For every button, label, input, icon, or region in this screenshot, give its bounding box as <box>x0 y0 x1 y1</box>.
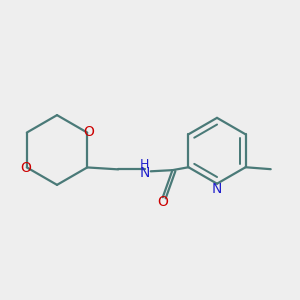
Text: N: N <box>212 182 222 196</box>
Text: H: H <box>140 158 149 171</box>
Text: O: O <box>20 161 31 175</box>
Text: O: O <box>157 195 168 209</box>
Text: N: N <box>140 166 150 180</box>
Text: O: O <box>83 125 94 139</box>
